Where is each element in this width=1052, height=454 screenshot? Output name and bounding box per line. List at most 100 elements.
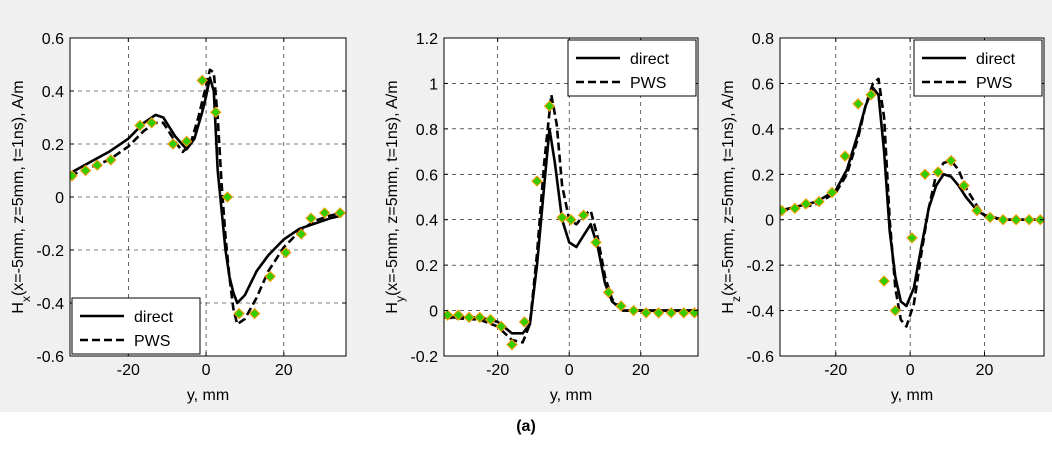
- chart-1-marker: [70, 170, 78, 182]
- figure-area: -20 0 20 -0.6 -0.4 -0.2 0 0.2 0.4 0.6 y, mm Hx(x=-5…: [0, 0, 1052, 412]
- chart-3-ytick-label: 0.6: [752, 76, 774, 93]
- chart-3-marker: [945, 154, 957, 167]
- chart-1-marker: [105, 154, 117, 166]
- chart-3-marker: [906, 232, 918, 244]
- chart-3-marker: [800, 198, 812, 210]
- chart-2-marker: [556, 211, 568, 224]
- chart-2-marker: [543, 100, 556, 112]
- chart-2-marker: [518, 316, 531, 328]
- chart-1-xtick-label: 0: [202, 362, 211, 379]
- chart-3-marker: [1010, 214, 1022, 226]
- chart-1-series-direct: [70, 76, 343, 305]
- chart-1-legend-label-direct: direct: [134, 309, 174, 326]
- chart-3-legend-label-pws: PWS: [976, 75, 1012, 92]
- chart-3-ytick-label: -0.2: [746, 258, 774, 275]
- chart-2-data: [444, 93, 698, 351]
- chart-2-ytick-label: 1: [429, 76, 438, 93]
- chart-3-ytick-label: -0.4: [746, 304, 774, 321]
- chart-3-marker: [997, 214, 1009, 226]
- chart-1-data: [70, 68, 346, 326]
- chart-2-marker: [640, 307, 652, 319]
- chart-3-data: [780, 77, 1044, 328]
- chart-2-xtick-label: 0: [565, 362, 574, 379]
- chart-3-marker: [852, 98, 864, 110]
- chart-2-xtick-label: -20: [486, 362, 509, 379]
- chart-1-marker: [145, 117, 158, 129]
- chart-3-ytick-label: 0: [765, 213, 774, 230]
- chart-2-ytick-label: -0.2: [410, 349, 438, 366]
- chart-1-marker: [196, 74, 208, 87]
- chart-2-legend-box: [567, 39, 697, 97]
- chart-1-marker: [180, 135, 193, 148]
- chart-2-frame: [443, 37, 699, 357]
- chart-3-marker: [826, 186, 838, 199]
- chart-3-xtick-label: 20: [976, 362, 994, 379]
- chart-1-marker: [280, 246, 292, 259]
- chart-1-ytick-label: 0: [55, 190, 64, 207]
- chart-1-marker: [233, 307, 245, 320]
- chart-3-ytick-label: 0.2: [752, 167, 774, 184]
- chart-1-ylabel: Hx(x=-5mm, z=5mm, t=1ns), A/m: [10, 80, 33, 313]
- chart-2-marker: [627, 304, 640, 317]
- chart-2-marker: [452, 309, 465, 321]
- chart-2-legend: direct PWS: [567, 39, 697, 97]
- chart-1-marker: [79, 164, 92, 177]
- figure-svg: -20 0 20 -0.6 -0.4 -0.2 0 0.2 0.4 0.6 y, mm Hx(x=-5…: [10, 31, 1045, 404]
- chart-1-ytick-label: -0.4: [36, 296, 64, 313]
- chart-3-series-direct: [780, 86, 1044, 308]
- chart-2-marker: [602, 286, 615, 299]
- chart-3-ytick-label: 0.4: [752, 122, 774, 139]
- chart-3-ytick-label: -0.6: [746, 349, 774, 366]
- chart-2-marker: [665, 307, 677, 319]
- chart-3-ylabel: Hz(x=-5mm, z=5mm, t=1ns), A/m: [720, 80, 743, 313]
- chart-1-marker: [264, 270, 276, 283]
- chart-2-ytick-label: 1.2: [416, 31, 438, 48]
- chart-1-marker: [334, 207, 346, 219]
- chart-3-xlabel: y, mm: [891, 387, 933, 404]
- chart-2-marker: [565, 214, 577, 226]
- chart-2-marker: [495, 320, 507, 333]
- chart-2-marker: [484, 313, 497, 326]
- chart-1-ytick-label: 0.2: [42, 137, 64, 154]
- chart-2-ytick-label: 0.4: [416, 213, 438, 230]
- chart-2-marker: [577, 209, 590, 221]
- chart-3-marker: [878, 275, 890, 287]
- chart-3-legend-label-direct: direct: [976, 51, 1016, 68]
- chart-1-marker: [91, 159, 103, 171]
- chart-2-ytick-label: 0.8: [416, 122, 438, 139]
- chart-1-legend-label-pws: PWS: [134, 333, 170, 350]
- chart-2-xtick-label: 20: [632, 362, 650, 379]
- chart-2-ylabel: Hy(x=-5mm, z=5mm, t=1ns), A/m: [384, 80, 407, 313]
- chart-2-marker: [615, 300, 627, 312]
- chart-3-marker: [813, 195, 825, 208]
- chart-2-ytick-label: 0.6: [416, 167, 438, 184]
- chart-3-marker: [919, 168, 931, 180]
- chart-2-legend-label-direct: direct: [630, 51, 670, 68]
- figure-caption: (a): [516, 418, 536, 435]
- chart-1-marker: [210, 106, 222, 118]
- chart-1-legend: direct PWS: [71, 297, 201, 355]
- chart-1-xtick-label: 20: [275, 362, 293, 379]
- chart-3-marker: [780, 204, 788, 217]
- chart-3-xtick-label: -20: [824, 362, 847, 379]
- chart-1-ytick-label: -0.2: [36, 243, 64, 260]
- chart-1-xlabel: y, mm: [187, 387, 229, 404]
- chart-3-marker: [971, 204, 983, 217]
- chart-3-marker: [865, 89, 877, 101]
- chart-1-marker: [167, 138, 179, 150]
- chart-1-marker: [134, 119, 146, 132]
- chart-1-marker: [295, 228, 308, 240]
- chart-3-marker: [839, 150, 851, 162]
- chart-3-series-pws: [780, 77, 1044, 328]
- chart-2-marker: [652, 307, 665, 319]
- chart-1-ytick-label: 0.6: [42, 31, 64, 48]
- chart-1-ytick-label: 0.4: [42, 84, 64, 101]
- chart-3-xtick-label: 0: [906, 362, 915, 379]
- chart-1-xtick-label: -20: [117, 362, 140, 379]
- chart-3: -20 0 20 -0.6 -0.4 -0.2 0 0.2 0.4 0.6 0.8 y, mm Hz(x…: [720, 31, 1045, 404]
- chart-2-xlabel: y, mm: [550, 387, 592, 404]
- chart-3-marker: [789, 202, 801, 215]
- chart-1-ytick-label: -0.6: [36, 349, 64, 366]
- chart-1: -20 0 20 -0.6 -0.4 -0.2 0 0.2 0.4 0.6 y, mm Hx(x=-5…: [10, 31, 347, 404]
- chart-2-marker: [531, 175, 543, 187]
